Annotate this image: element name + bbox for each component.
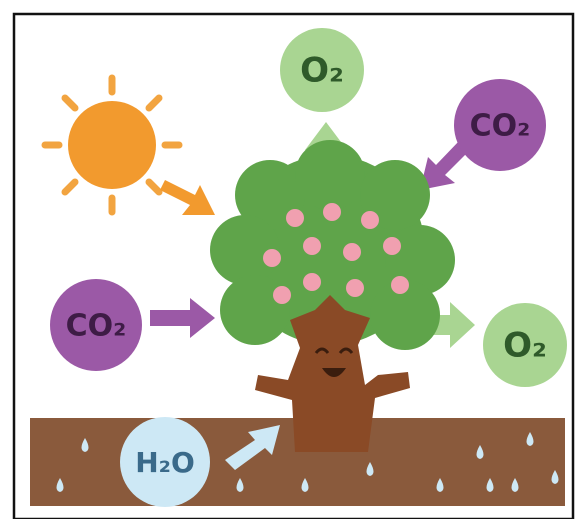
bubble: CO₂ [454,79,546,171]
bubble-label: O₂ [503,326,547,366]
bubble-label: CO₂ [66,309,127,344]
bubble: CO₂ [50,279,142,371]
bubble: H₂O [120,417,210,507]
bubble: O₂ [483,303,567,387]
page: {"bubbles": [{"label": "O₂"}, {"label": … [0,0,587,519]
bubble-label: H₂O [135,446,195,479]
bubble-label: CO₂ [470,109,531,144]
bubble: O₂ [280,28,364,112]
bubble-label: O₂ [300,51,344,91]
illustration: O₂ CO₂ CO₂ O₂ H₂O [0,0,587,519]
